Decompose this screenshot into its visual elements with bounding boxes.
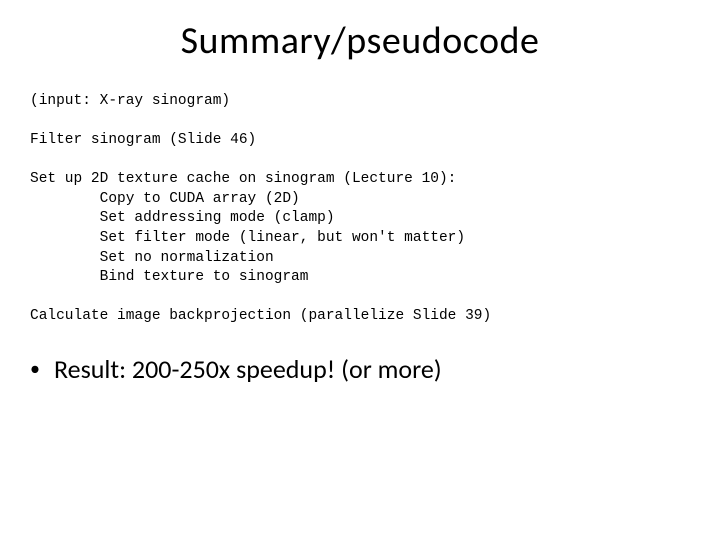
bullet-icon: • (30, 353, 40, 385)
code-line-filter: Filter sinogram (Slide 46) (30, 132, 256, 148)
code-line-setup: Set up 2D texture cache on sinogram (Lec… (30, 171, 456, 187)
result-bullet-row: • Result: 200-250x speedup! (or more) (30, 353, 690, 387)
code-line-bind: Bind texture to sinogram (30, 269, 308, 285)
result-text: Result: 200-250x speedup! (or more) (54, 353, 442, 387)
code-line-copy: Copy to CUDA array (2D) (30, 191, 300, 207)
slide-title: Summary/pseudocode (30, 18, 690, 64)
pseudocode-block: (input: X-ray sinogram) Filter sinogram … (30, 92, 690, 327)
code-line-filtermode: Set filter mode (linear, but won't matte… (30, 230, 465, 246)
code-line-addressing: Set addressing mode (clamp) (30, 210, 335, 226)
code-line-input: (input: X-ray sinogram) (30, 93, 230, 109)
slide-container: Summary/pseudocode (input: X-ray sinogra… (0, 0, 720, 540)
code-line-normalization: Set no normalization (30, 250, 274, 266)
code-line-calculate: Calculate image backprojection (parallel… (30, 308, 491, 324)
